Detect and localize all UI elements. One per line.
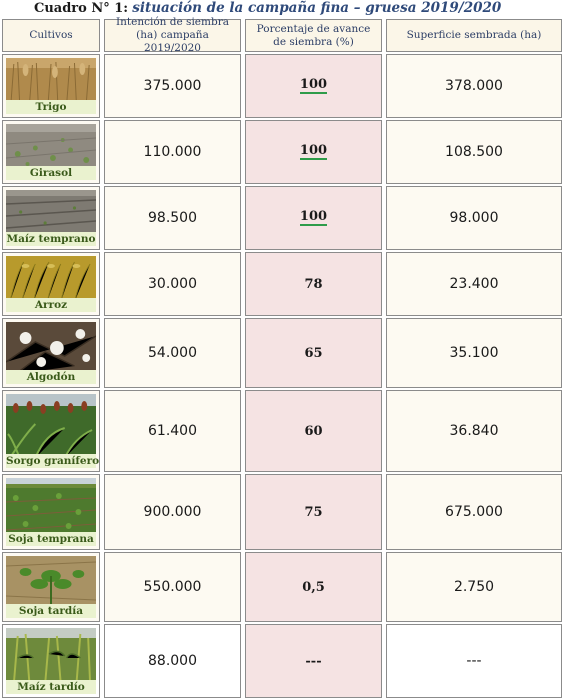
crop-cell-girasol: Girasol xyxy=(2,120,100,184)
maiz-temprano-photo xyxy=(6,190,96,236)
superficie-cell: 36.840 xyxy=(386,390,562,472)
header-cultivos: Cultivos xyxy=(2,19,100,52)
algodon-photo xyxy=(6,322,96,374)
crop-label: Maíz tardío xyxy=(6,680,96,694)
superficie-cell: --- xyxy=(386,624,562,698)
crop-label: Algodón xyxy=(6,370,96,384)
girasol-photo xyxy=(6,124,96,170)
crop-cell-sorgo: Sorgo granífero xyxy=(2,390,100,472)
crop-label: Trigo xyxy=(6,100,96,114)
intencion-cell: 61.400 xyxy=(104,390,241,472)
porcentaje-cell: 100 xyxy=(245,120,382,184)
crop-label: Girasol xyxy=(6,166,96,180)
superficie-cell: 2.750 xyxy=(386,552,562,622)
intencion-cell: 88.000 xyxy=(104,624,241,698)
crop-cell-algodon: Algodón xyxy=(2,318,100,388)
soja-temprana-photo xyxy=(6,478,96,536)
header-intencion: Intención de siembra (ha) campaña 2019/2… xyxy=(104,16,241,54)
intencion-cell: 110.000 xyxy=(104,120,241,184)
crop-label: Soja tardía xyxy=(6,604,96,618)
intencion-cell: 375.000 xyxy=(104,54,241,118)
crop-cell-soja-temprana: Soja temprana xyxy=(2,474,100,550)
intencion-cell: 550.000 xyxy=(104,552,241,622)
soja-tardia-photo xyxy=(6,556,96,608)
superficie-cell: 35.100 xyxy=(386,318,562,388)
maiz-tardio-photo xyxy=(6,628,96,684)
superficie-cell: 675.000 xyxy=(386,474,562,550)
intencion-cell: 900.000 xyxy=(104,474,241,550)
crop-cell-maiz-tardio: Maíz tardío xyxy=(2,624,100,698)
caption-lead: Cuadro N° 1: xyxy=(34,1,129,16)
porcentaje-cell: --- xyxy=(245,624,382,698)
sorgo-photo xyxy=(6,394,96,458)
trigo-photo xyxy=(6,58,96,104)
porcentaje-cell: 78 xyxy=(245,252,382,316)
crop-cell-maiz-temprano: Maíz temprano xyxy=(2,186,100,250)
porcentaje-cell: 65 xyxy=(245,318,382,388)
crop-cell-soja-tardia: Soja tardía xyxy=(2,552,100,622)
crop-label: Arroz xyxy=(6,298,96,312)
caption-title: situación de la campaña fina – gruesa 20… xyxy=(132,0,502,16)
crops-table: Cultivos Intención de siembra (ha) campa… xyxy=(0,16,566,699)
table-caption: Cuadro N° 1: situación de la campaña fin… xyxy=(34,0,501,17)
porcentaje-cell: 100 xyxy=(245,54,382,118)
intencion-cell: 30.000 xyxy=(104,252,241,316)
porcentaje-cell: 100 xyxy=(245,186,382,250)
intencion-cell: 98.500 xyxy=(104,186,241,250)
intencion-cell: 54.000 xyxy=(104,318,241,388)
porcentaje-cell: 60 xyxy=(245,390,382,472)
header-porcentaje: Porcentaje de avance de siembra (%) xyxy=(245,19,382,52)
superficie-cell: 108.500 xyxy=(386,120,562,184)
crop-label: Sorgo granífero xyxy=(6,454,100,468)
porcentaje-cell: 0,5 xyxy=(245,552,382,622)
crop-cell-arroz: Arroz xyxy=(2,252,100,316)
arroz-photo xyxy=(6,256,96,302)
superficie-cell: 378.000 xyxy=(386,54,562,118)
crop-cell-trigo: Trigo xyxy=(2,54,100,118)
superficie-cell: 98.000 xyxy=(386,186,562,250)
porcentaje-cell: 75 xyxy=(245,474,382,550)
crop-label: Maíz temprano xyxy=(6,232,96,246)
header-superficie: Superficie sembrada (ha) xyxy=(386,19,562,52)
superficie-cell: 23.400 xyxy=(386,252,562,316)
crop-label: Soja temprana xyxy=(6,532,96,546)
